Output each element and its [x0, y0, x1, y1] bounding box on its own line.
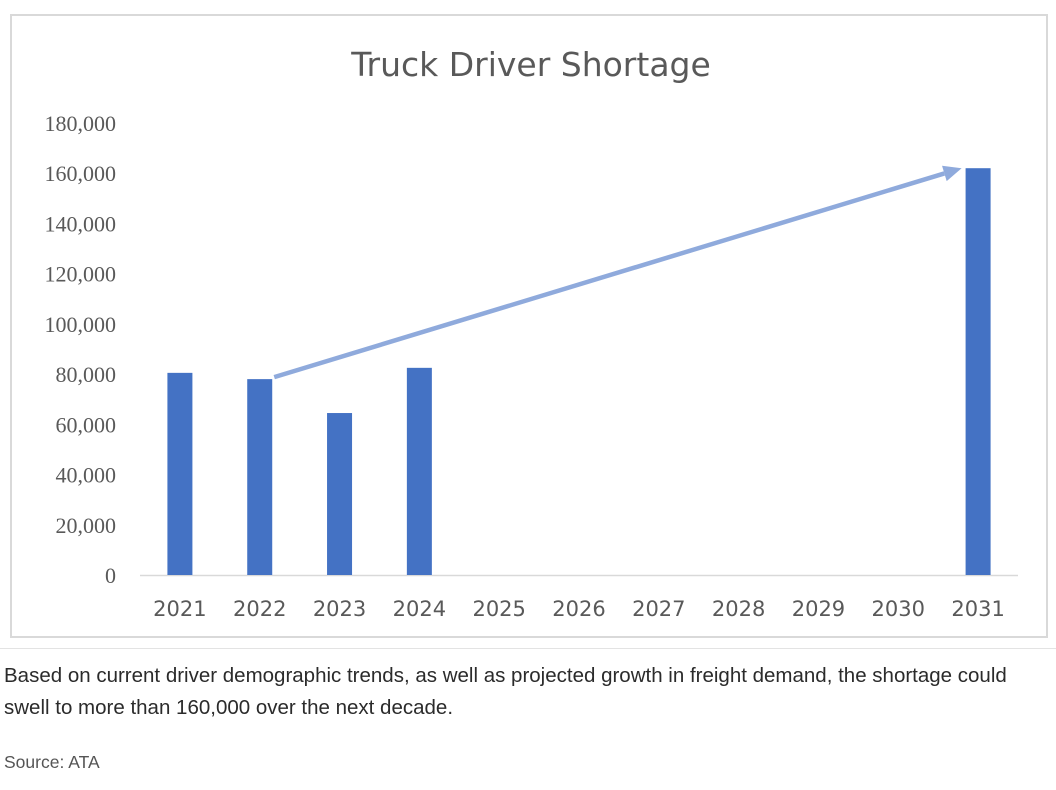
source-note: Source: ATA — [4, 752, 100, 772]
y-tick-label: 80,000 — [56, 362, 117, 387]
y-tick-label: 160,000 — [45, 161, 117, 186]
y-tick-label: 20,000 — [56, 513, 117, 538]
y-tick-label: 180,000 — [45, 111, 117, 136]
bar-2021 — [167, 372, 193, 575]
x-tick-label: 2024 — [393, 597, 446, 621]
y-tick-label: 40,000 — [56, 463, 117, 488]
y-tick-label: 100,000 — [45, 312, 117, 337]
x-tick-label: 2025 — [472, 597, 525, 621]
bar-2023 — [327, 413, 353, 575]
chart-caption: Based on current driver demographic tren… — [4, 664, 1007, 719]
chart-title: Truck Driver Shortage — [350, 45, 711, 84]
bar-2024 — [406, 367, 432, 575]
x-tick-label: 2031 — [951, 597, 1004, 621]
x-tick-label: 2023 — [313, 597, 366, 621]
x-tick-label: 2021 — [153, 597, 206, 621]
x-tick-label: 2029 — [792, 597, 845, 621]
y-tick-label: 120,000 — [45, 262, 117, 287]
x-tick-label: 2022 — [233, 597, 286, 621]
x-tick-label: 2030 — [872, 597, 925, 621]
trend-arrow-head — [942, 165, 962, 182]
x-tick-label: 2026 — [552, 597, 605, 621]
divider — [0, 648, 1056, 649]
bar-chart: Truck Driver Shortage 0 20,000 40,000 60,000… — [45, 45, 1018, 621]
x-tick-label: 2028 — [712, 597, 765, 621]
y-tick-label: 140,000 — [45, 211, 117, 236]
x-tick-label: 2027 — [632, 597, 685, 621]
y-tick-label: 60,000 — [56, 412, 117, 437]
bar-2022 — [247, 379, 273, 575]
chart-frame: Truck Driver Shortage 0 20,000 40,000 60,000… — [10, 14, 1048, 638]
trend-arrow-line — [273, 171, 946, 380]
bar-2031 — [965, 168, 991, 575]
y-tick-label: 0 — [105, 563, 116, 588]
